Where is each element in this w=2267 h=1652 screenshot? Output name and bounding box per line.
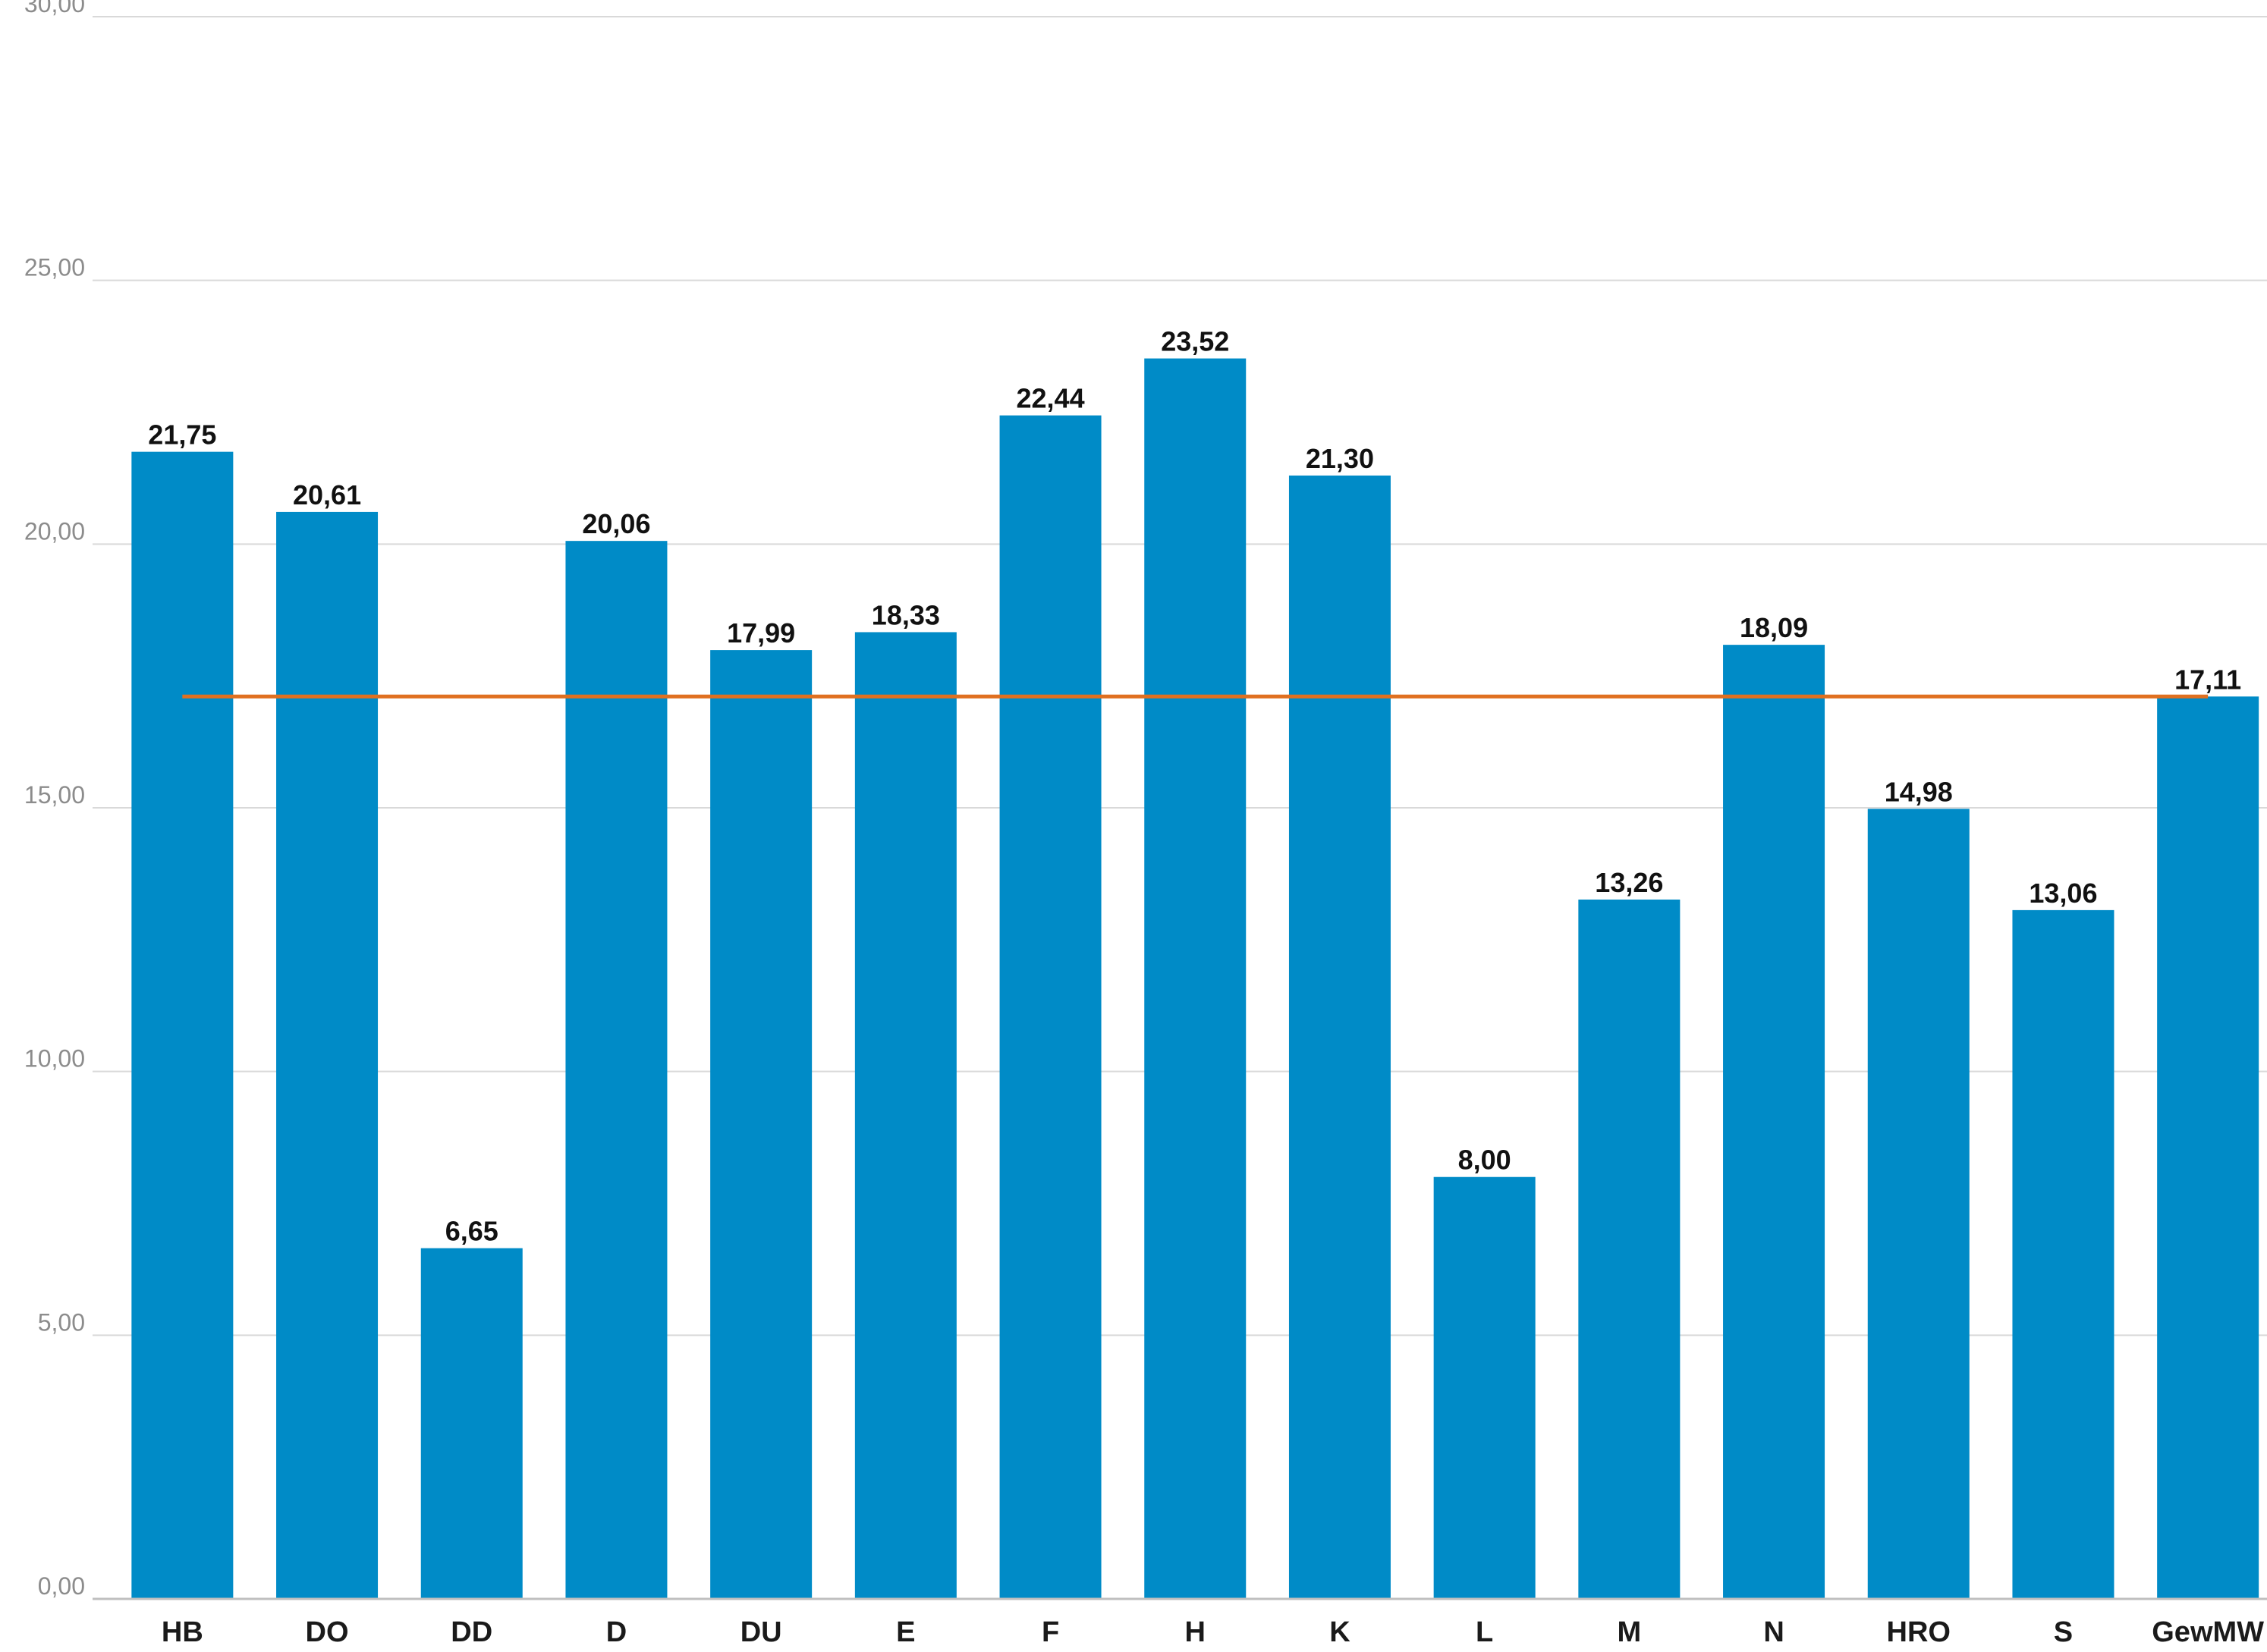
bar-l bbox=[1433, 1176, 1536, 1599]
data-label: 6,65 bbox=[445, 1216, 498, 1247]
y-tick-label: 20,00 bbox=[24, 517, 85, 545]
data-label: 20,61 bbox=[293, 479, 361, 510]
x-tick-label: M bbox=[1618, 1616, 1642, 1648]
x-tick-label: F bbox=[1042, 1616, 1059, 1648]
bar-do bbox=[276, 511, 379, 1600]
bar-h bbox=[1144, 358, 1247, 1600]
data-label: 22,44 bbox=[1017, 383, 1085, 414]
bars bbox=[131, 358, 2259, 1600]
bar-k bbox=[1288, 475, 1391, 1600]
data-label: 17,11 bbox=[2174, 664, 2241, 695]
x-tick-label: K bbox=[1329, 1616, 1350, 1648]
x-tick-label: DD bbox=[451, 1616, 492, 1648]
y-tick-label: 25,00 bbox=[24, 254, 85, 281]
data-label: 23,52 bbox=[1161, 326, 1229, 357]
y-tick-label: 30,00 bbox=[24, 0, 85, 17]
bar-d bbox=[565, 541, 668, 1599]
x-tick-label: DO bbox=[306, 1616, 349, 1648]
x-axis-ticks: HB DO DD D DU E F H K L M N HRO S GewMW bbox=[162, 1616, 2264, 1648]
data-label: 18,33 bbox=[872, 599, 940, 630]
x-tick-label: E bbox=[896, 1616, 915, 1648]
data-label: 17,99 bbox=[727, 617, 795, 649]
bar-m bbox=[1578, 899, 1681, 1599]
data-label: 8,00 bbox=[1458, 1145, 1511, 1176]
x-tick-label: GewMW bbox=[2152, 1616, 2264, 1648]
bar-du bbox=[710, 650, 813, 1599]
data-label: 18,09 bbox=[1740, 612, 1808, 643]
x-tick-label: DU bbox=[740, 1616, 782, 1648]
x-tick-label: S bbox=[2054, 1616, 2073, 1648]
data-label: 14,98 bbox=[1885, 776, 1953, 807]
data-label: 21,75 bbox=[148, 419, 216, 451]
x-tick-label: HB bbox=[162, 1616, 203, 1648]
x-tick-label: HRO bbox=[1887, 1616, 1951, 1648]
bar-gewmw bbox=[2157, 696, 2259, 1599]
bar-s bbox=[2012, 909, 2115, 1599]
y-tick-label: 15,00 bbox=[24, 781, 85, 809]
x-tick-label: L bbox=[1476, 1616, 1493, 1648]
y-tick-label: 0,00 bbox=[38, 1572, 85, 1600]
bar-hro bbox=[1867, 809, 1970, 1599]
bar-n bbox=[1723, 645, 1825, 1599]
data-label: 13,06 bbox=[2029, 878, 2097, 909]
x-tick-label: N bbox=[1763, 1616, 1784, 1648]
y-axis-ticks: 0,00 5,00 10,00 15,00 20,00 25,00 30,00 bbox=[24, 0, 85, 1600]
data-label: 13,26 bbox=[1595, 867, 1663, 898]
y-tick-label: 5,00 bbox=[38, 1308, 85, 1336]
bar-dd bbox=[420, 1248, 523, 1599]
x-tick-label: D bbox=[606, 1616, 627, 1648]
bar-e bbox=[854, 632, 957, 1599]
bar-f bbox=[999, 415, 1102, 1599]
bar-hb bbox=[131, 451, 234, 1599]
data-label: 20,06 bbox=[582, 508, 650, 539]
x-tick-label: H bbox=[1185, 1616, 1206, 1648]
data-label: 21,30 bbox=[1306, 443, 1374, 474]
data-labels: 21,75 20,61 6,65 20,06 17,99 18,33 22,44 23,52 2… bbox=[148, 326, 2241, 1247]
y-tick-label: 10,00 bbox=[24, 1045, 85, 1073]
